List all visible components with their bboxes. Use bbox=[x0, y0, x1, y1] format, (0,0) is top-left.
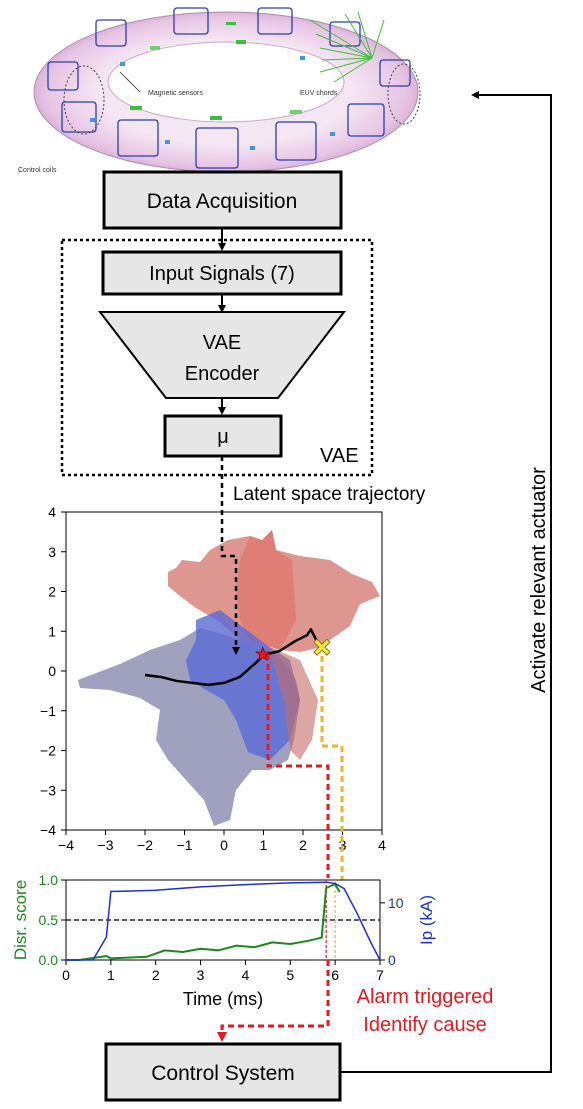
latent-trajectory-label: Latent space trajectory bbox=[233, 484, 426, 505]
latent-space-plot: −4 −3 −2 −1 0 1 2 3 4 4 3 2 1 0 −1 −2 −3 −4 bbox=[40, 504, 386, 853]
alarm-triggered-label: Alarm triggered bbox=[357, 986, 494, 1008]
ip-y-tick-label: 0 bbox=[388, 952, 396, 968]
time-xlabel: Time (ms) bbox=[183, 989, 263, 1009]
scatter-ticks: −4 −3 −2 −1 0 1 2 3 4 4 3 2 1 0 −1 −2 −3 −4 bbox=[40, 504, 386, 853]
mu-label: μ bbox=[217, 426, 229, 448]
mu-to-latent-arrow bbox=[220, 456, 240, 655]
vae-dotted-frame bbox=[60, 238, 374, 477]
y-tick-label: 1 bbox=[48, 623, 56, 639]
y-tick-label: 3 bbox=[48, 544, 56, 560]
disruption-score-line bbox=[66, 882, 341, 961]
identify-cause-label: Identify cause bbox=[363, 1014, 486, 1036]
y-tick-label: 0 bbox=[48, 663, 56, 679]
endpoint-x-marker bbox=[313, 638, 331, 656]
euv-chords-label: EUV chords bbox=[300, 90, 338, 97]
trajectory-line bbox=[144, 628, 324, 687]
magnetic-sensors-label: Magnetic sensors bbox=[148, 90, 203, 97]
data-acquisition-label: Data Acquisition bbox=[147, 190, 298, 213]
control-system-label: Control System bbox=[151, 1062, 295, 1085]
vae-encoder-trapezoid[interactable]: VAE Encoder bbox=[97, 311, 347, 399]
encoder-line1: VAE bbox=[203, 332, 242, 354]
x-tick-label: −4 bbox=[58, 837, 74, 853]
x-tick-label: −1 bbox=[177, 837, 193, 853]
time-x-tick-label: 3 bbox=[197, 967, 205, 983]
time-x-tick-label: 2 bbox=[152, 967, 160, 983]
actuator-label: Activate relevant actuator bbox=[528, 467, 550, 693]
time-x-tick-label: 7 bbox=[376, 967, 384, 983]
alarm-link-upper bbox=[266, 654, 330, 878]
time-x-tick-label: 4 bbox=[242, 967, 250, 983]
feedback-loop-arrow bbox=[340, 91, 552, 1073]
tokamak-illustration: Magnetic sensors EUV chords Control coil… bbox=[18, 7, 421, 174]
x-tick-label: 1 bbox=[260, 837, 268, 853]
data-acquisition-box[interactable]: Data Acquisition bbox=[102, 170, 343, 230]
time-x-tick-label: 6 bbox=[331, 967, 339, 983]
euv-chords bbox=[309, 11, 385, 83]
alarm-to-control-arrow bbox=[217, 960, 330, 1042]
ip-y-tick-label: 10 bbox=[388, 895, 404, 911]
y-tick-label: 4 bbox=[48, 504, 56, 520]
sensor-marks bbox=[90, 22, 335, 150]
x-tick-label: 2 bbox=[299, 837, 307, 853]
timeplot-ticks: 0 1 2 3 4 5 6 7 0.0 0.5 1.0 0 10 bbox=[39, 872, 404, 983]
disruption-score-plot: 0 1 2 3 4 5 6 7 0.0 0.5 1.0 0 10 bbox=[39, 872, 404, 983]
x-tick-label: −2 bbox=[137, 837, 153, 853]
y-tick-label: −2 bbox=[40, 743, 56, 759]
latent-density-cloud bbox=[78, 530, 380, 826]
control-system-box[interactable]: Control System bbox=[104, 1042, 342, 1102]
alarm-star-marker bbox=[254, 646, 271, 661]
plasma-current-line bbox=[66, 881, 381, 961]
x-tick-label: 0 bbox=[220, 837, 228, 853]
mu-box[interactable]: μ bbox=[163, 414, 283, 458]
vae-frame-label: VAE bbox=[320, 445, 359, 467]
time-x-tick-label: 1 bbox=[107, 967, 115, 983]
timeplot-lines bbox=[66, 880, 381, 961]
input-signals-box[interactable]: Input Signals (7) bbox=[101, 250, 343, 296]
time-x-tick-label: 0 bbox=[62, 967, 70, 983]
score-y-tick-label: 0.0 bbox=[39, 952, 59, 968]
ip-ylabel: Ip (kA) bbox=[417, 895, 436, 945]
y-tick-label: −4 bbox=[40, 822, 56, 838]
control-coils-label: Control coils bbox=[18, 167, 57, 174]
encoder-line2: Encoder bbox=[185, 363, 260, 385]
x-tick-label: 4 bbox=[378, 837, 386, 853]
y-tick-label: 2 bbox=[48, 584, 56, 600]
x-tick-label: −3 bbox=[98, 837, 114, 853]
y-tick-label: −3 bbox=[40, 782, 56, 798]
endpoint-link bbox=[320, 656, 344, 880]
disr-score-ylabel: Disr. score bbox=[11, 880, 30, 960]
time-x-tick-label: 5 bbox=[286, 967, 294, 983]
latent-trajectory bbox=[144, 628, 331, 687]
y-tick-label: −1 bbox=[40, 703, 56, 719]
score-y-tick-label: 0.5 bbox=[39, 912, 59, 928]
score-y-tick-label: 1.0 bbox=[39, 872, 59, 888]
input-signals-label: Input Signals (7) bbox=[149, 263, 295, 285]
x-tick-label: 3 bbox=[339, 837, 347, 853]
